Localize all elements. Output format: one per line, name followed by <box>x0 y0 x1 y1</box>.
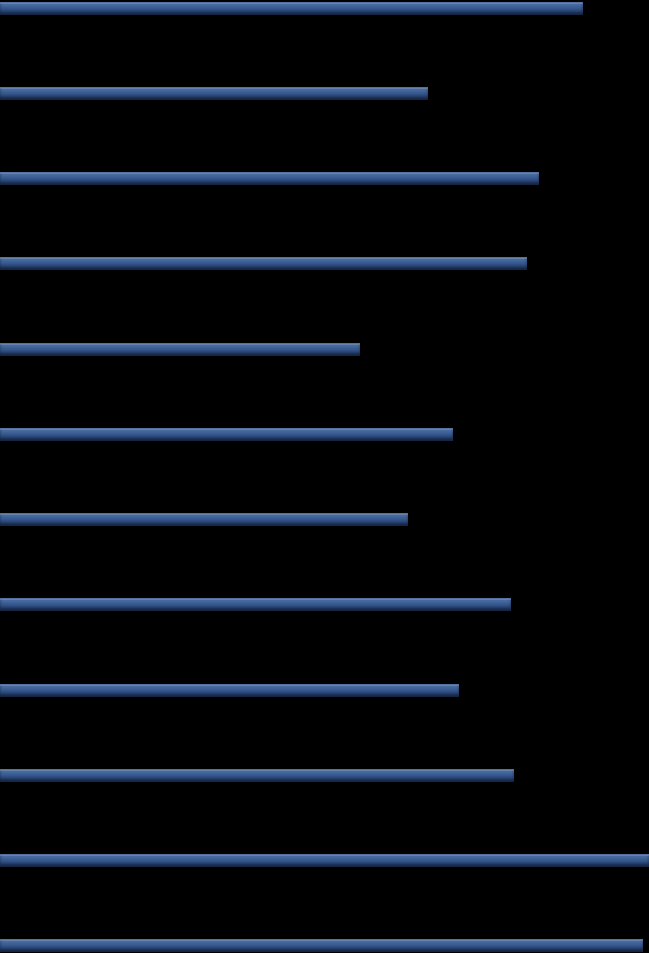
bar-10 <box>0 854 649 867</box>
bar-5 <box>0 428 453 441</box>
bar-chart <box>0 0 649 953</box>
bar-1 <box>0 87 428 100</box>
bar-11 <box>0 939 643 952</box>
bar-9 <box>0 769 514 782</box>
bar-6 <box>0 513 408 526</box>
bar-3 <box>0 257 527 270</box>
bar-8 <box>0 684 459 697</box>
bar-4 <box>0 343 360 356</box>
bar-7 <box>0 598 511 611</box>
bar-2 <box>0 172 539 185</box>
bar-0 <box>0 2 583 15</box>
